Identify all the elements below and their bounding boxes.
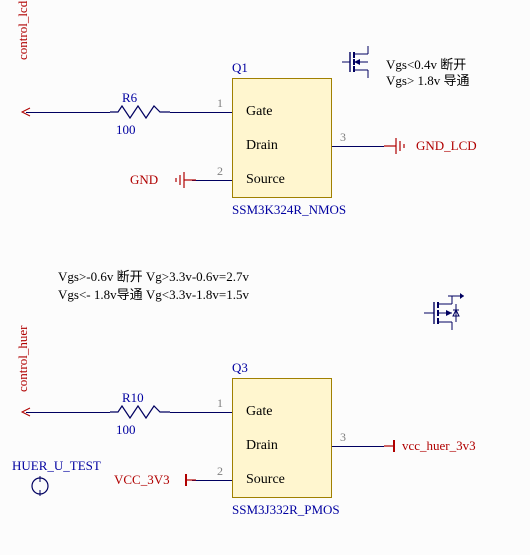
ref-q1: Q1 — [232, 60, 248, 76]
note-nmos-2: Vgs> 1.8v 导通 — [386, 70, 470, 89]
pin-num-q3-2: 2 — [217, 464, 223, 479]
part-q1: SSM3K324R_NMOS — [232, 202, 346, 218]
pin-name-drain: Drain — [246, 138, 278, 154]
gnd-label: GND — [130, 172, 158, 188]
nmos-mini-icon — [342, 42, 382, 82]
value-r10: 100 — [116, 422, 136, 438]
pin-num-q1-3: 3 — [340, 130, 346, 145]
gnd-lcd-symbol — [384, 136, 410, 158]
resistor-r10-symbol — [110, 404, 170, 422]
pin-name-drain3: Drain — [246, 438, 278, 454]
testpoint-label: HUER_U_TEST — [12, 458, 101, 474]
pin-num-q1-1: 1 — [217, 96, 223, 111]
pin-num-q3-1: 1 — [217, 396, 223, 411]
pmos-mini-icon — [420, 290, 466, 336]
wire — [170, 112, 232, 113]
pin-name-source3: Source — [246, 472, 285, 488]
wire — [26, 112, 110, 113]
wire — [332, 446, 384, 447]
vcc-label: VCC_3V3 — [114, 472, 170, 488]
net-vcc-huer: vcc_huer_3v3 — [402, 438, 476, 454]
pin-num-q1-2: 2 — [217, 164, 223, 179]
net-gnd-lcd: GND_LCD — [416, 138, 477, 154]
pin-name-gate3: Gate — [246, 404, 272, 420]
part-q3: SSM3J332R_PMOS — [232, 502, 340, 518]
testpoint-icon — [30, 476, 50, 496]
wire — [192, 180, 232, 181]
vcc-bar-icon — [384, 440, 398, 454]
pin-name-gate: Gate — [246, 104, 272, 120]
pin-num-q3-3: 3 — [340, 430, 346, 445]
note-pmos-2: Vgs<- 1.8v导通 Vg<3.3v-1.8v=1.5v — [58, 284, 249, 303]
vcc-bar-icon — [182, 474, 196, 488]
value-r6: 100 — [116, 122, 136, 138]
resistor-r6-symbol — [110, 104, 170, 122]
wire — [192, 480, 232, 481]
note-pmos-1: Vgs>-0.6v 断开 Vg>3.3v-0.6v=2.7v — [58, 266, 249, 285]
pin-name-source: Source — [246, 172, 285, 188]
wire — [170, 412, 232, 413]
net-arrow — [20, 107, 32, 117]
net-label-control-huer: control_huer — [15, 326, 31, 392]
ref-q3: Q3 — [232, 360, 248, 376]
gnd-symbol — [170, 170, 196, 192]
net-label-control-lcd: control_lcd — [15, 1, 31, 60]
wire — [26, 412, 110, 413]
wire — [332, 146, 384, 147]
